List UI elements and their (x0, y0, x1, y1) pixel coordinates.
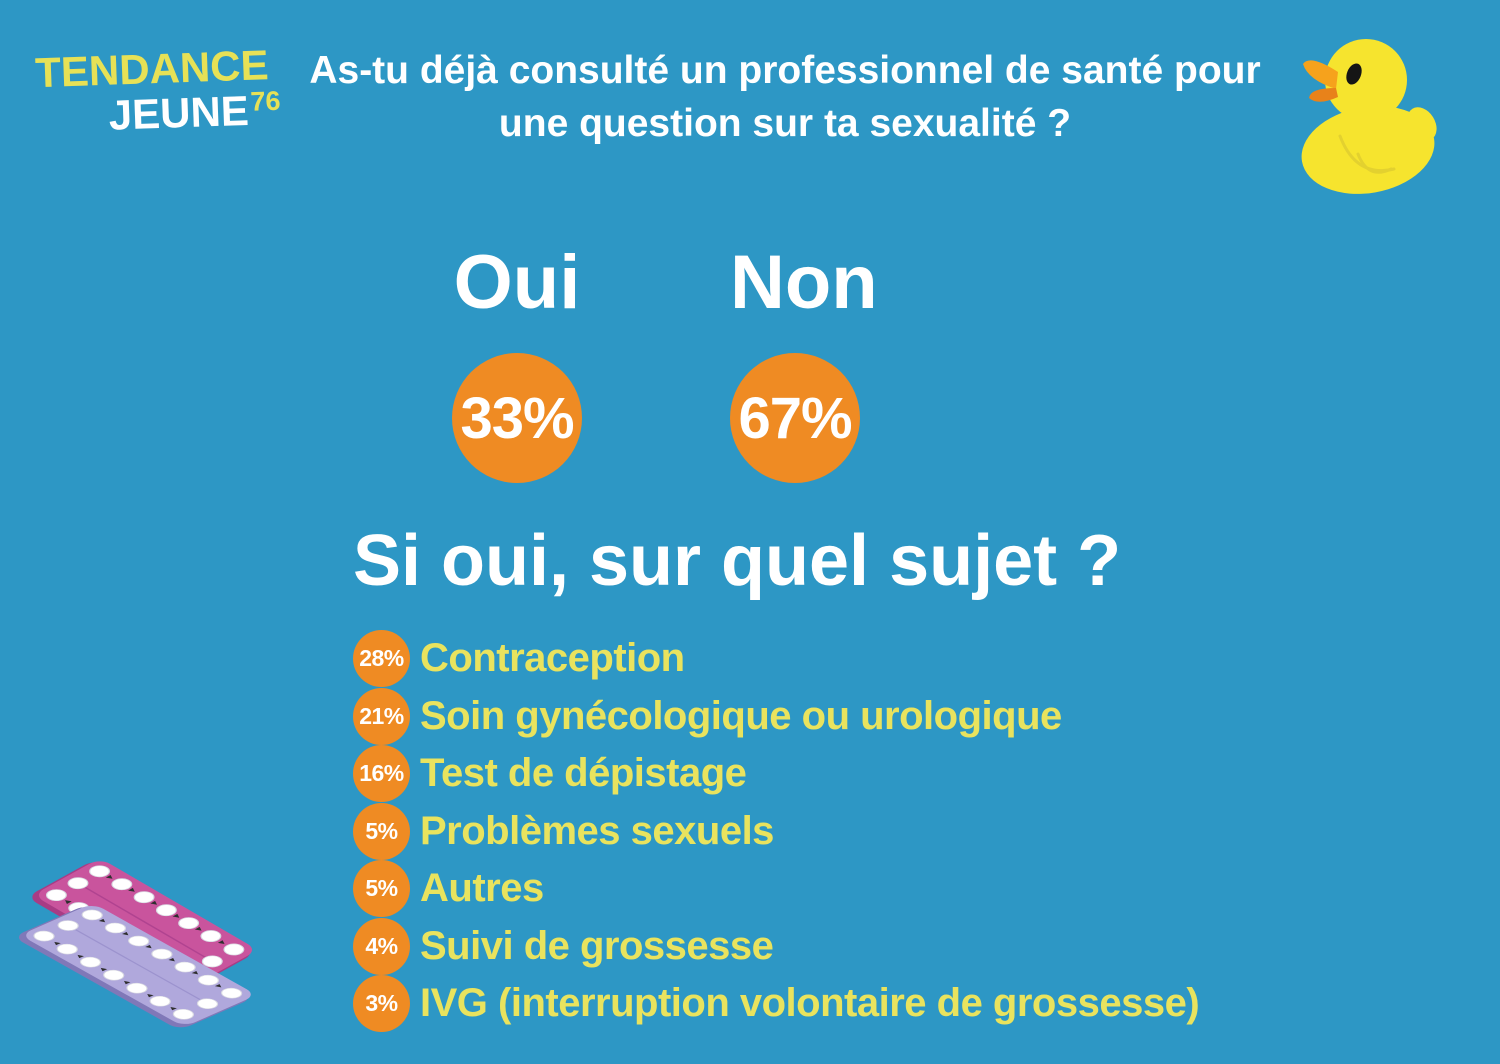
subject-label: IVG (interruption volontaire de grossess… (420, 981, 1200, 1026)
subject-item: 5% Problèmes sexuels (353, 802, 1199, 861)
subject-percent-badge: 28% (353, 630, 410, 688)
subject-item: 3% IVG (interruption volontaire de gross… (353, 975, 1200, 1033)
subject-label: Autres (420, 866, 544, 911)
subject-label: Problèmes sexuels (420, 808, 774, 853)
subject-percent-badge: 4% (353, 917, 410, 975)
subject-percent-badge: 3% (353, 975, 410, 1033)
subject-percent-badge: 5% (353, 802, 410, 860)
subject-label: Contraception (420, 636, 685, 681)
question-title-line2: une question sur ta sexualité ? (498, 102, 1072, 145)
answer-non-value-circle: 67% (730, 353, 860, 483)
logo-jeune-text: JEUNE (107, 86, 250, 139)
rubber-duck-icon (1301, 39, 1437, 194)
subject-item: 28% Contraception (353, 630, 1199, 688)
answer-oui: Oui 33% (452, 245, 582, 483)
pill-pack-purple (18, 906, 251, 1028)
subject-percent-badge: 21% (353, 687, 410, 745)
subject-label: Suivi de grossesse (420, 923, 774, 968)
brand-logo: TENDANCE JEUNE76 (34, 41, 282, 139)
subject-label: Test de dépistage (420, 751, 747, 796)
answer-oui-value-circle: 33% (452, 353, 582, 483)
subject-item: 5% Autres (353, 860, 1199, 918)
pill-pack-icon (18, 861, 253, 1028)
subjects-title: Si oui, sur quel sujet ? (353, 521, 1122, 601)
subject-item: 4% Suivi de grossesse (353, 917, 1199, 976)
question-title-line1: As-tu déjà consulté un professionnel de … (309, 49, 1261, 92)
subject-item: 21% Soin gynécologique ou urologique (353, 687, 1199, 746)
question-title: As-tu déjà consulté un professionnel de … (250, 44, 1320, 150)
subject-label: Soin gynécologique ou urologique (420, 693, 1062, 738)
subject-item: 16% Test de dépistage (353, 745, 1199, 803)
subjects-list: 28% Contraception 21% Soin gynécologique… (353, 630, 1200, 1033)
answer-oui-label: Oui (453, 240, 581, 325)
answer-non-label: Non (730, 240, 878, 325)
answer-non: Non 67% (730, 240, 878, 483)
subject-percent-badge: 16% (353, 745, 410, 803)
subject-percent-badge: 5% (353, 860, 410, 918)
